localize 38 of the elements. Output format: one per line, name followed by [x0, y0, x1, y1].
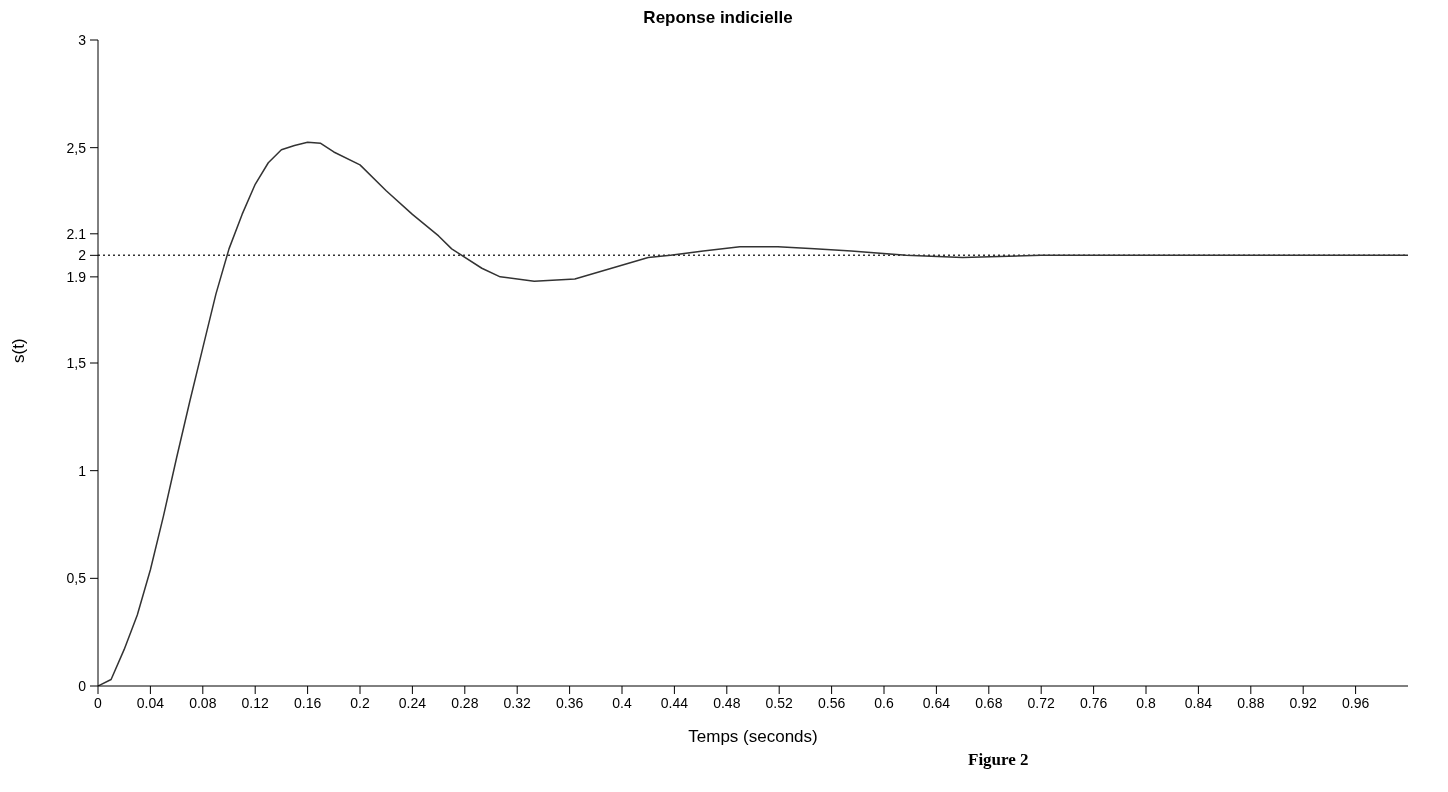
y-tick-label: 2.1: [66, 225, 87, 242]
chart-title: Reponse indicielle: [642, 8, 794, 29]
x-tick-label: 0.12: [241, 694, 270, 711]
x-tick-label: 0.04: [136, 694, 165, 711]
x-tick-label: 0.48: [713, 694, 741, 711]
y-axis-title: s(t): [9, 338, 29, 363]
x-tick-label: 0.6: [874, 694, 894, 711]
y-tick-label: 0: [78, 677, 87, 694]
x-tick-label: 0.2: [350, 694, 370, 711]
x-tick-label: 0.16: [293, 694, 322, 711]
x-tick-label: 0.52: [765, 694, 794, 711]
x-tick-label: 0.92: [1289, 694, 1318, 711]
y-tick-label: 1.9: [66, 268, 87, 285]
x-tick-label: 0.32: [503, 694, 532, 711]
x-tick-label: 0.44: [660, 694, 689, 711]
x-tick-label: 0.4: [612, 694, 632, 711]
y-tick-label: 3: [78, 31, 87, 48]
y-tick-label: 0,5: [66, 570, 87, 587]
caption: Figure 2: [968, 750, 1029, 770]
y-tick-label: 2: [78, 247, 87, 264]
y-tick-label: 1,5: [66, 354, 87, 371]
x-tick-label: 0.72: [1027, 694, 1056, 711]
x-tick-label: 0.96: [1341, 694, 1370, 711]
x-tick-label: 0.64: [922, 694, 951, 711]
x-tick-label: 0.56: [817, 694, 846, 711]
y-tick-label: 2,5: [66, 139, 87, 156]
x-tick-label: 0.88: [1237, 694, 1265, 711]
x-tick-label: 0.84: [1184, 694, 1213, 711]
x-tick-label: 0.68: [975, 694, 1003, 711]
x-tick-label: 0.76: [1079, 694, 1108, 711]
x-tick-label: 0.36: [555, 694, 584, 711]
x-tick-label: 0: [94, 694, 103, 711]
x-axis-title: Temps (seconds): [688, 727, 818, 746]
x-tick-label: 0.8: [1136, 694, 1156, 711]
x-tick-label: 0.28: [451, 694, 479, 711]
x-tick-label: 0.24: [398, 694, 427, 711]
x-tick-label: 0.08: [189, 694, 217, 711]
y-tick-label: 1: [78, 462, 87, 479]
